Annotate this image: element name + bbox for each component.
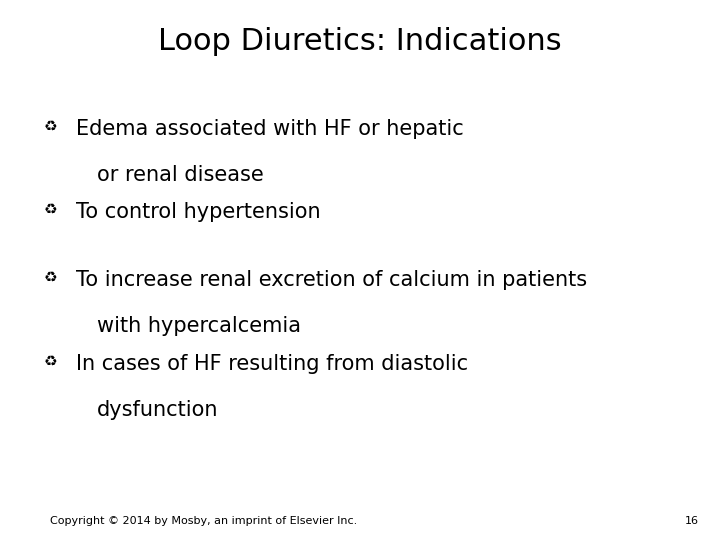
Text: or renal disease: or renal disease [97, 165, 264, 185]
Text: Loop Diuretics: Indications: Loop Diuretics: Indications [158, 27, 562, 56]
Text: To increase renal excretion of calcium in patients: To increase renal excretion of calcium i… [76, 270, 587, 290]
Text: ♻: ♻ [44, 202, 57, 218]
Text: ♻: ♻ [44, 354, 57, 369]
Text: ♻: ♻ [44, 270, 57, 285]
Text: with hypercalcemia: with hypercalcemia [97, 316, 301, 336]
Text: 16: 16 [685, 516, 698, 526]
Text: In cases of HF resulting from diastolic: In cases of HF resulting from diastolic [76, 354, 468, 374]
Text: dysfunction: dysfunction [97, 400, 219, 420]
Text: ♻: ♻ [44, 119, 57, 134]
Text: Edema associated with HF or hepatic: Edema associated with HF or hepatic [76, 119, 464, 139]
Text: Copyright © 2014 by Mosby, an imprint of Elsevier Inc.: Copyright © 2014 by Mosby, an imprint of… [50, 516, 358, 526]
Text: To control hypertension: To control hypertension [76, 202, 320, 222]
